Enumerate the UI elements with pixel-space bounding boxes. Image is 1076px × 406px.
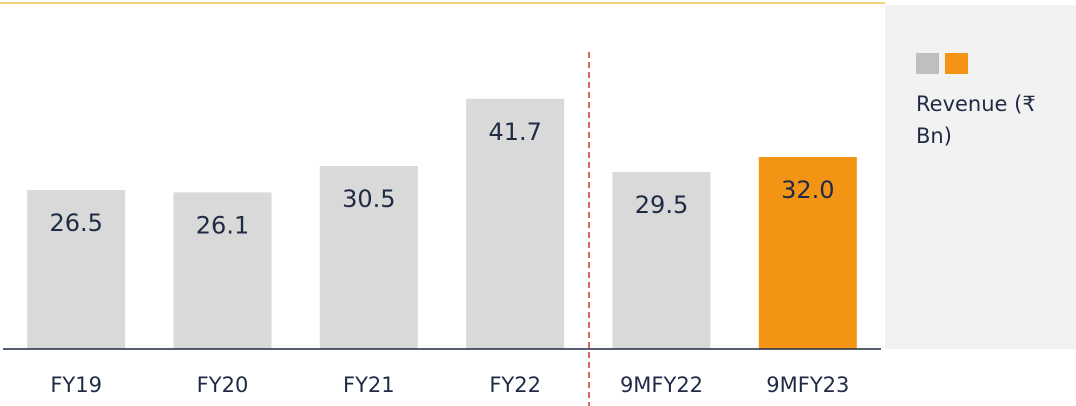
x-tick-label: 9MFY23 [766, 373, 849, 397]
value-label: 41.7 [488, 118, 541, 146]
value-label: 32.0 [781, 176, 834, 204]
bar [466, 98, 565, 349]
x-tick-label: FY19 [50, 373, 102, 397]
x-tick-label: FY20 [197, 373, 249, 397]
x-tick-label: 9MFY22 [620, 373, 703, 397]
legend-swatch [945, 53, 968, 74]
value-label: 26.1 [196, 211, 249, 239]
bar [173, 192, 272, 349]
value-label: 26.5 [49, 209, 102, 237]
legend-swatch [916, 53, 939, 74]
bar [758, 157, 857, 349]
bar [612, 172, 711, 349]
legend-panel [885, 5, 1076, 349]
legend-label: Revenue (₹ Bn) [916, 92, 1036, 148]
value-label: 29.5 [635, 191, 688, 219]
x-tick-label: FY21 [343, 373, 395, 397]
value-label: 30.5 [342, 185, 395, 213]
x-tick-label: FY22 [489, 373, 541, 397]
bar [319, 166, 418, 349]
bar [27, 190, 126, 349]
